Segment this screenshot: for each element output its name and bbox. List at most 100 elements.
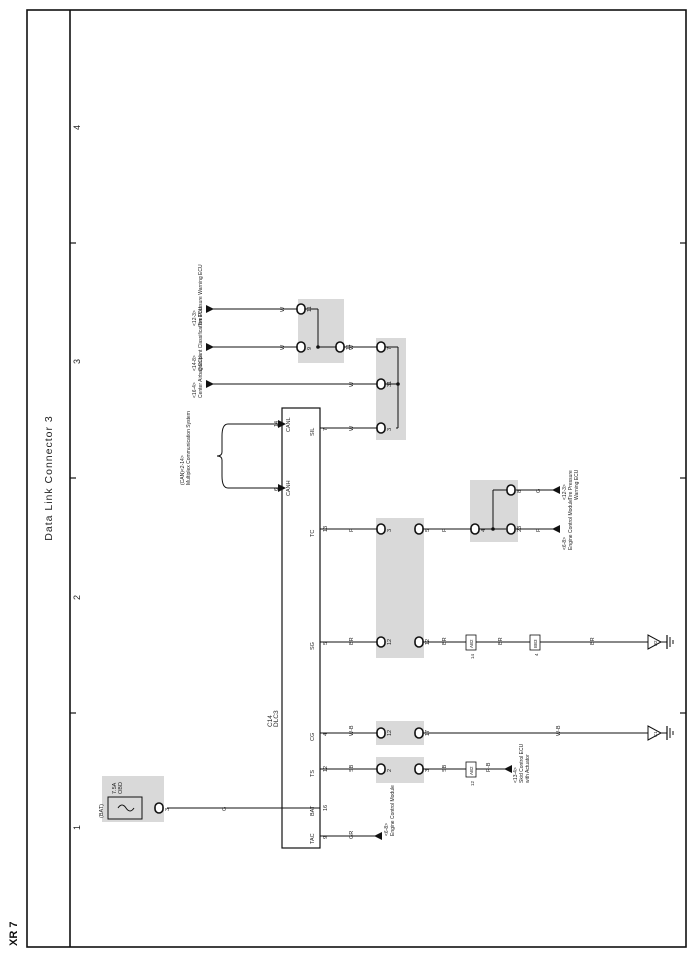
svg-text:12: 12: [470, 780, 475, 786]
can-brace: [216, 423, 229, 489]
tc-connector-right-a-pin: 4: [481, 529, 487, 532]
svg-text:B2: B2: [653, 640, 658, 646]
ts-connector-left: [376, 763, 386, 775]
dest-tc_tpw-name2: Warning ECU: [574, 469, 580, 500]
ground-sg: B2: [647, 634, 674, 650]
dlc3-pin-sg-name: SG: [310, 642, 316, 650]
page-title: Data Link Connector 3: [43, 415, 55, 540]
dlc3-pin-cg-number: 4: [323, 733, 329, 736]
dlc3-pin-cg-name: CG: [310, 733, 316, 741]
dlc3-pin-sil-number: 7: [323, 428, 329, 431]
ts-connector-right-pin: 3: [425, 769, 431, 772]
sg-connector-left: [376, 636, 386, 648]
ts-connector-right: [414, 763, 424, 775]
dest-occupant-name: Occupant Classification ECU: [198, 306, 204, 371]
dlc3-pin-canh-number: 6: [274, 488, 280, 491]
corner-mark: XR 7: [8, 921, 20, 946]
tc-connector-left-pin: 3: [387, 529, 393, 532]
wire-color-tc-d: G: [536, 489, 542, 493]
wire-color-sil-e: W: [280, 306, 286, 312]
wire-color-ts-b: SB: [442, 764, 448, 772]
fuse-box: [107, 796, 143, 820]
dest-tac-ref: <6-8>: [384, 823, 390, 836]
dlc3-pin-ts-name: TS: [310, 770, 316, 777]
zone-ticks: [70, 242, 686, 714]
wire-color-sil-a: W: [349, 425, 355, 431]
cg-connector-right-pin: 17: [425, 730, 431, 736]
fuse-icon: [117, 804, 135, 812]
dest-tc_ecm-ref: <6-8>: [562, 537, 568, 550]
dlc3-pin-bat-number: 16: [323, 805, 329, 811]
tc-connector-left: [376, 523, 386, 535]
tc-connector-right: [414, 523, 424, 535]
sil-connector-left-b: [376, 378, 386, 390]
fuse-source: (BAT): [99, 804, 105, 818]
dest-tc_ecm-name: Engine Control Module: [568, 499, 574, 550]
wire-color-tac: GR: [349, 831, 355, 839]
fuse-pin-connector-pin: 3: [165, 808, 171, 811]
sil-connector-right-a-pin: 9: [307, 347, 313, 350]
tc-connector-right-b: [506, 523, 516, 535]
fuse-name: OBD: [118, 782, 124, 794]
sil-connector-left-c: [376, 341, 386, 353]
dlc3-pin-sil-name: SIL: [310, 428, 316, 436]
svg-text:BB3: BB3: [533, 639, 538, 648]
tc-connector-right-c-pin: 8: [517, 490, 523, 493]
dest-ts-name: Skid Control ECU: [519, 743, 525, 783]
wire-color-cg-b: W-B: [556, 725, 562, 736]
wire-color-sg-a: BR: [349, 637, 355, 645]
dest-tac-name: Engine Control Module: [390, 785, 396, 836]
zone-label-2: 2: [72, 595, 82, 600]
arrowheads: [206, 305, 560, 840]
fuse-pin-connector: [154, 802, 164, 814]
sg-connector-left-pin: 12: [387, 639, 393, 645]
zone-label-4: 4: [72, 125, 82, 130]
dlc3-pin-tac-name: TAC: [310, 833, 316, 844]
cg-connector-left: [376, 727, 386, 739]
svg-text:C1: C1: [653, 731, 658, 737]
dest-airbag-ref: <16-4>: [192, 382, 198, 398]
sil-connector-right-b-pin: 11: [346, 344, 352, 350]
sil-connector-left-a: [376, 422, 386, 434]
shaded-group-sg-tc: [376, 518, 424, 658]
dest-tc_tpw-name: Tire Pressure: [568, 470, 574, 500]
sil-connector-right-b: [335, 341, 345, 353]
svg-text:14: 14: [470, 653, 475, 659]
dest-can-name: Multiplex Communication System: [186, 411, 192, 485]
tc-connector-right-a: [470, 523, 480, 535]
junction-connector-ab2-ts: AB2 12: [465, 761, 477, 786]
tc-connector-right-pin: 5: [425, 529, 431, 532]
sil-connector-left-c-pin: 7: [387, 347, 393, 350]
wire-color-bat: G: [222, 807, 228, 811]
dlc3-pin-canl-name: CANL: [286, 417, 292, 432]
junction-connector-ab2-sg: AB2 14: [465, 634, 477, 659]
sg-connector-right: [414, 636, 424, 648]
tc-connector-right-b-pin: 23: [517, 526, 523, 532]
sil-connector-left-a-pin: 3: [387, 428, 393, 431]
wire-color-tc-b: P: [442, 528, 448, 532]
sg-connector-right-pin: 12: [425, 639, 431, 645]
sil-connector-right-c-pin: 11: [307, 306, 313, 312]
wire-color-sg-d: BR: [590, 637, 596, 645]
dlc3-pin-sg-number: 5: [323, 642, 329, 645]
dest-occupant-ref: <14-8>: [192, 355, 198, 371]
wire-color-sil-c: W: [349, 344, 355, 350]
zone-label-1: 1: [72, 825, 82, 830]
shaded-group-fuse: [102, 776, 164, 822]
wire-color-tc-c: P: [536, 528, 542, 532]
dlc3-pin-canh-name: CANH: [286, 480, 292, 496]
wire-color-sg-b: BR: [442, 637, 448, 645]
dest-tpw-name: Tire Pressure Warning ECU: [198, 264, 204, 326]
cg-connector-left-pin: 12: [387, 730, 393, 736]
wire-color-sil-b: W: [349, 381, 355, 387]
sil-connector-right-c: [296, 303, 306, 315]
wire-color-cg-a: W-B: [349, 725, 355, 736]
tc-connector-right-c: [506, 484, 516, 496]
sil-connector-right-a: [296, 341, 306, 353]
ts-connector-left-pin: 2: [387, 769, 393, 772]
wire-color-sg-c: BR: [498, 637, 504, 645]
dlc3-pin-tac-number: 9: [323, 836, 329, 839]
